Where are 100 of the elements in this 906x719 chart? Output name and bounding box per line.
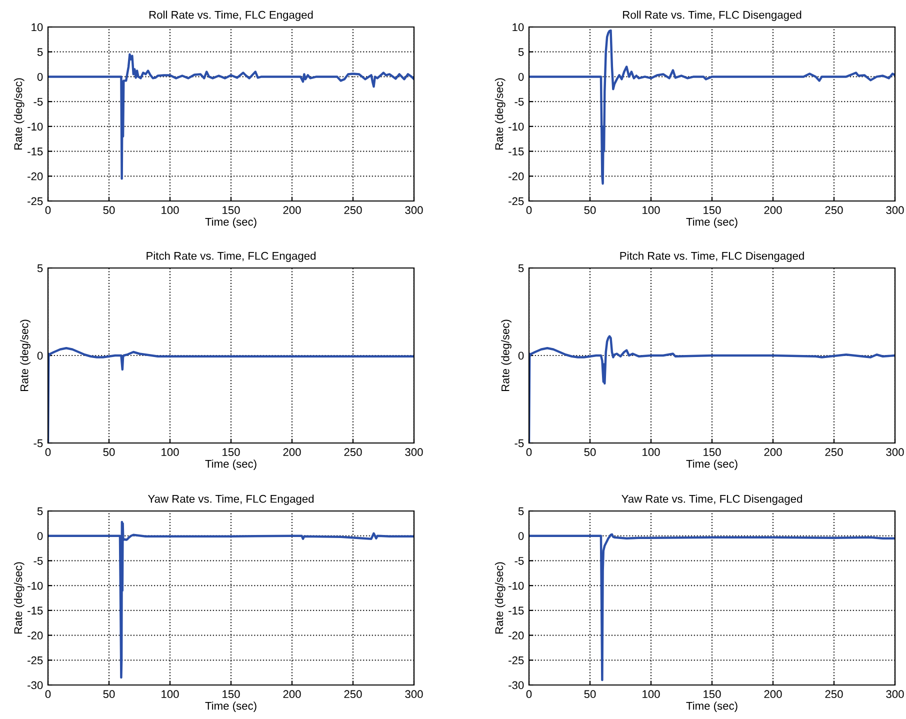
x-tick-label: 200 — [283, 448, 301, 456]
y-axis-title: Rate (deg/sec) — [501, 320, 512, 392]
y-axis-title: Rate (deg/sec) — [494, 562, 506, 634]
y-tick-label: -5 — [34, 557, 43, 565]
y-tick-label: -15 — [508, 606, 524, 615]
x-tick-label: 100 — [162, 448, 179, 456]
x-tick-label: 200 — [283, 206, 301, 214]
y-tick-label: -30 — [28, 681, 43, 690]
x-tick-label: 150 — [704, 206, 721, 214]
y-tick-label: -15 — [508, 148, 524, 156]
y-tick-label: 5 — [37, 264, 43, 272]
line-series — [529, 533, 895, 682]
x-tick-label: 50 — [103, 206, 115, 214]
y-tick-label: -10 — [28, 122, 43, 131]
x-tick-label: 200 — [764, 448, 782, 456]
y-tick-label: -5 — [34, 98, 43, 106]
y-tick-label: 5 — [37, 507, 43, 516]
y-tick-label: -20 — [28, 172, 43, 180]
y-tick-label: -5 — [514, 557, 524, 565]
x-tick-label: 50 — [103, 690, 115, 698]
x-tick-label: 50 — [103, 448, 115, 456]
chart-title: Roll Rate vs. Time, FLC Disengaged — [623, 10, 802, 21]
y-tick-label: 0 — [518, 532, 524, 540]
x-tick-label: 0 — [526, 448, 532, 456]
x-tick-label: 150 — [704, 448, 721, 456]
y-tick-label: 10 — [32, 23, 43, 32]
x-axis-title: Time (sec) — [205, 460, 256, 470]
y-tick-label: -25 — [28, 656, 43, 664]
x-tick-label: 250 — [344, 448, 362, 456]
y-tick-label: 5 — [518, 507, 524, 516]
x-tick-label: 250 — [825, 448, 843, 456]
x-tick-label: 0 — [45, 206, 51, 214]
y-tick-label: -20 — [28, 632, 43, 640]
y-tick-label: 0 — [37, 72, 43, 81]
y-tick-label: -15 — [28, 606, 43, 615]
x-tick-label: 0 — [45, 448, 51, 456]
x-tick-label: 300 — [886, 206, 904, 214]
y-tick-label: 5 — [37, 48, 43, 56]
y-axis-title: Rate (deg/sec) — [20, 320, 30, 392]
x-tick-label: 200 — [764, 690, 782, 698]
chart-title: Yaw Rate vs. Time, FLC Engaged — [148, 494, 314, 505]
y-tick-label: 5 — [518, 48, 524, 56]
x-tick-label: 50 — [584, 206, 596, 214]
x-tick-label: 300 — [405, 206, 423, 214]
x-tick-label: 300 — [405, 448, 423, 456]
x-tick-label: 250 — [825, 690, 843, 698]
y-tick-label: -25 — [508, 197, 524, 206]
x-tick-label: 300 — [886, 690, 904, 698]
x-tick-label: 150 — [222, 448, 240, 456]
x-axis-title: Time (sec) — [686, 218, 738, 228]
y-tick-label: -25 — [28, 197, 43, 206]
y-tick-label: -20 — [508, 632, 524, 640]
y-tick-label: 0 — [37, 532, 43, 540]
x-tick-label: 150 — [222, 206, 240, 214]
x-axis-title: Time (sec) — [205, 702, 256, 712]
chart-title: Pitch Rate vs. Time, FLC Disengaged — [620, 252, 804, 262]
y-tick-label: -5 — [514, 439, 524, 448]
y-tick-label: -15 — [28, 148, 43, 156]
y-tick-label: 5 — [518, 264, 524, 272]
y-axis-title: Rate (deg/sec) — [494, 78, 506, 150]
x-tick-label: 250 — [344, 690, 362, 698]
y-tick-label: 0 — [518, 352, 524, 360]
x-axis-title: Time (sec) — [205, 218, 256, 228]
x-tick-label: 150 — [704, 690, 721, 698]
y-tick-label: -25 — [508, 656, 524, 664]
y-tick-label: -10 — [508, 122, 524, 131]
chart-title: Pitch Rate vs. Time, FLC Engaged — [146, 252, 316, 262]
x-tick-label: 150 — [222, 690, 240, 698]
x-tick-label: 300 — [886, 448, 904, 456]
x-tick-label: 300 — [405, 690, 423, 698]
x-tick-label: 100 — [642, 448, 660, 456]
y-tick-label: 10 — [512, 23, 524, 32]
y-tick-label: -5 — [514, 98, 524, 106]
line-series — [529, 29, 895, 185]
y-tick-label: -10 — [508, 582, 524, 590]
y-axis-title: Rate (deg/sec) — [14, 562, 24, 634]
y-tick-label: -10 — [28, 582, 43, 590]
y-axis-title: Rate (deg/sec) — [14, 78, 24, 150]
x-tick-label: 100 — [642, 206, 660, 214]
y-tick-label: 0 — [518, 72, 524, 81]
line-series — [48, 53, 414, 180]
x-tick-label: 0 — [45, 690, 51, 698]
x-tick-label: 250 — [344, 206, 362, 214]
chart-title: Roll Rate vs. Time, FLC Engaged — [149, 10, 313, 21]
x-tick-label: 250 — [825, 206, 843, 214]
x-tick-label: 100 — [642, 690, 660, 698]
x-tick-label: 100 — [162, 690, 179, 698]
y-tick-label: -30 — [508, 681, 524, 690]
x-tick-label: 0 — [526, 206, 532, 214]
x-tick-label: 100 — [162, 206, 179, 214]
x-axis-title: Time (sec) — [686, 702, 738, 712]
x-tick-label: 200 — [764, 206, 782, 214]
chart-title: Yaw Rate vs. Time, FLC Disengaged — [622, 494, 802, 505]
x-tick-label: 50 — [584, 690, 596, 698]
line-series — [48, 520, 414, 679]
y-tick-label: -5 — [34, 439, 43, 448]
x-tick-label: 0 — [526, 690, 532, 698]
y-tick-label: -20 — [508, 172, 524, 180]
x-tick-label: 200 — [283, 690, 301, 698]
y-tick-label: 0 — [37, 352, 43, 360]
